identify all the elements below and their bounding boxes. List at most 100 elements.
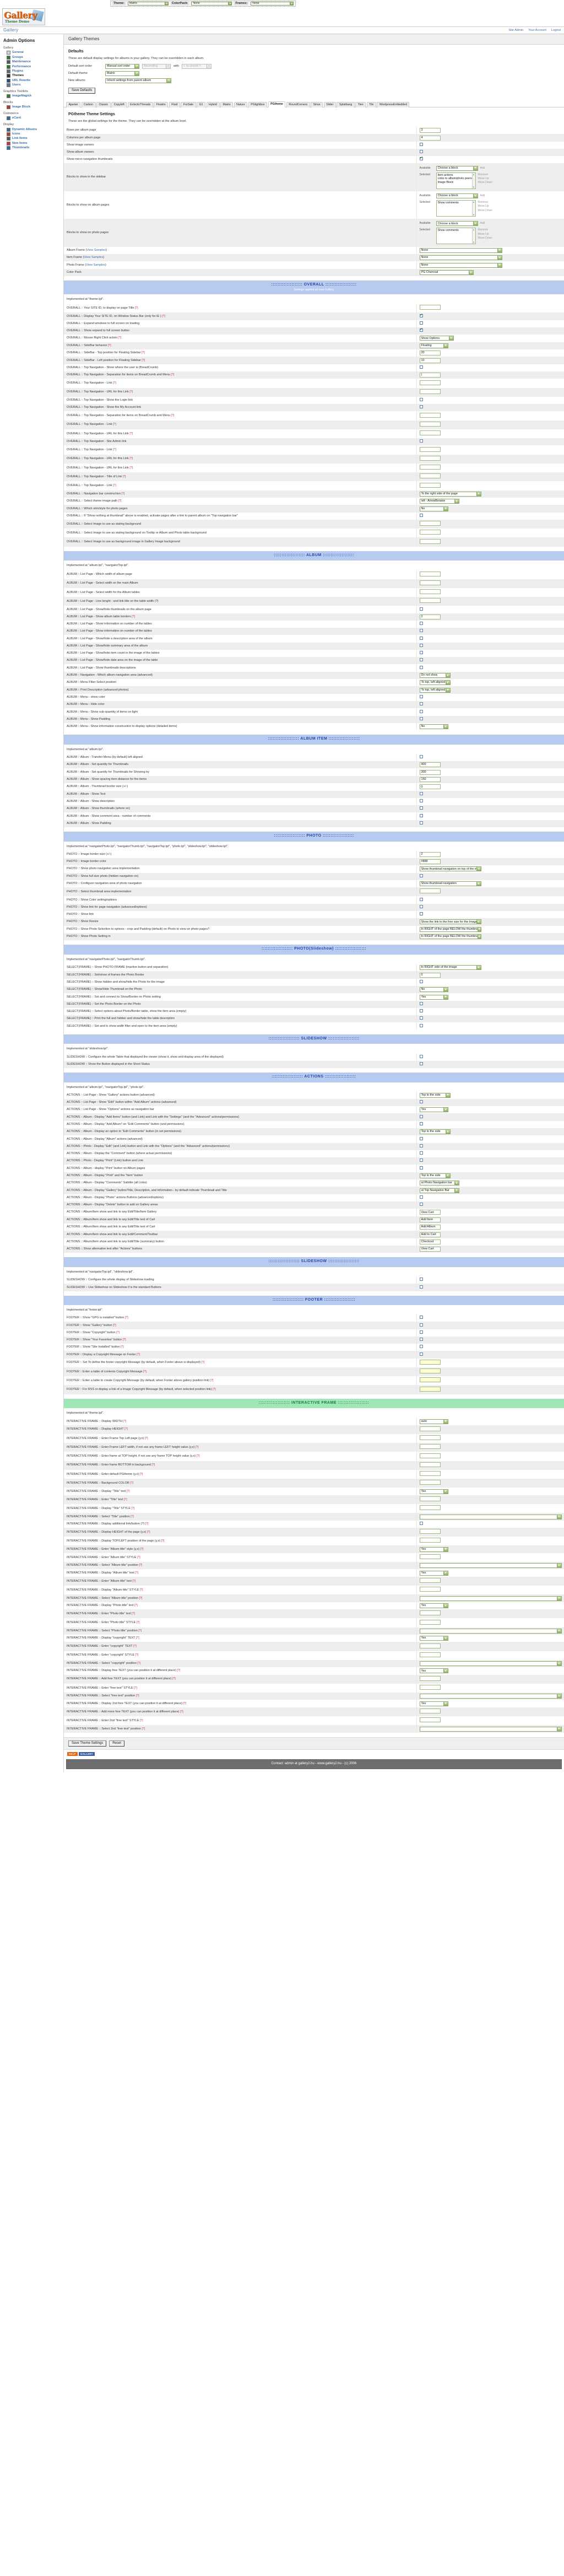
help-link[interactable]: [?] xyxy=(128,432,133,435)
setting-select[interactable]: Show thumbnail navigation ▼ xyxy=(419,881,481,887)
scroll-up-icon[interactable]: ▲ xyxy=(473,228,475,231)
view-samples-link[interactable]: View Samples xyxy=(86,263,105,267)
setting-text-input[interactable]: Add to Cart xyxy=(419,1232,441,1237)
tab-pglightbox[interactable]: PGlightbox xyxy=(248,101,268,108)
setting-checkbox[interactable] xyxy=(419,405,423,409)
setting-checkbox[interactable] xyxy=(419,1345,423,1349)
setting-text-input[interactable] xyxy=(419,446,441,452)
tab-g1[interactable]: G1 xyxy=(197,101,206,108)
help-link[interactable]: [?] xyxy=(212,1388,216,1392)
setting-text-input[interactable] xyxy=(419,1717,441,1723)
help-link[interactable]: [?] xyxy=(131,615,135,618)
setting-select[interactable]: Show Options ▼ xyxy=(419,336,454,341)
block-selected-listbox[interactable]: Show comments ▲ ▼ xyxy=(436,200,476,217)
block-remove-button[interactable]: Remove xyxy=(478,173,489,176)
setting-checkbox[interactable] xyxy=(419,1001,423,1005)
setting-text-input[interactable] xyxy=(419,421,441,427)
block-moveup-button[interactable]: Move Up xyxy=(478,232,489,236)
help-link[interactable]: [?] xyxy=(171,1677,176,1681)
setting-checkbox[interactable] xyxy=(419,709,423,713)
setting-text-input[interactable]: Add Item xyxy=(419,1217,441,1222)
help-link[interactable]: [?] xyxy=(123,1497,127,1501)
setting-text-input[interactable] xyxy=(419,1505,441,1511)
switcher-frames-select[interactable]: None ▼ xyxy=(251,2,294,6)
setting-select[interactable]: In RIGHT of the page BELOW the thumbnail… xyxy=(419,926,481,932)
scroll-down-icon[interactable]: ▼ xyxy=(473,213,475,217)
tab-sirius[interactable]: Sirius xyxy=(311,101,323,108)
setting-checkbox[interactable] xyxy=(419,1521,423,1525)
sort-preset-select[interactable]: < no preset > ▼ xyxy=(181,63,212,69)
tab-nature[interactable]: Nature xyxy=(234,101,248,108)
setting-checkbox[interactable] xyxy=(419,1016,423,1020)
setting-checkbox[interactable] xyxy=(419,1054,423,1058)
setting-checkbox[interactable] xyxy=(419,912,423,916)
block-list-item[interactable]: Show comments xyxy=(437,229,459,233)
block-movedown-button[interactable]: Move Down xyxy=(478,236,492,240)
help-link[interactable]: [?] xyxy=(135,1694,139,1698)
save-theme-settings-button[interactable]: Save Theme Settings xyxy=(68,1740,107,1747)
setting-text-input[interactable] xyxy=(419,1480,441,1485)
block-moveup-button[interactable]: Move Up xyxy=(478,176,489,180)
tab-slider[interactable]: Slider xyxy=(323,101,336,108)
gallery-logo[interactable]: Gallery Theme Demo xyxy=(2,8,45,25)
setting-select[interactable]: To top, left aligned ▼ xyxy=(419,680,451,686)
setting-select[interactable]: Yes ▼ xyxy=(419,1570,448,1576)
setting-select[interactable]: ▼ xyxy=(419,1726,562,1732)
help-link[interactable]: [?] xyxy=(135,1352,140,1356)
setting-text-input[interactable]: Checkout xyxy=(419,1239,441,1244)
help-link[interactable]: [?] xyxy=(139,1718,143,1722)
setting-checkbox[interactable] xyxy=(419,1136,423,1140)
setting-checkbox[interactable] xyxy=(419,791,423,795)
setting-text-input[interactable] xyxy=(419,1709,441,1714)
help-link[interactable]: [?] xyxy=(170,414,175,418)
listbox-scrollbar[interactable]: ▲ ▼ xyxy=(471,173,475,188)
setting-checkbox[interactable] xyxy=(419,813,423,817)
help-link[interactable]: [?] xyxy=(134,306,138,310)
switcher-colorpack-select[interactable]: None ▼ xyxy=(191,2,232,6)
setting-text-input[interactable] xyxy=(419,482,441,488)
sidebar-item-groups[interactable]: Groups xyxy=(3,55,62,60)
tab-splatbang[interactable]: Splatbang xyxy=(337,101,355,108)
setting-select[interactable]: To top, left aligned ▼ xyxy=(419,687,451,693)
setting-select[interactable]: None ▼ xyxy=(419,255,502,261)
setting-checkbox[interactable] xyxy=(419,398,423,402)
help-badge[interactable]: HELP xyxy=(67,1752,78,1756)
setting-checkbox[interactable] xyxy=(419,1195,423,1199)
setting-text-input[interactable] xyxy=(419,1426,441,1431)
setting-select[interactable]: at Top Navigation Bar ▼ xyxy=(419,1188,459,1193)
help-link[interactable]: [?] xyxy=(134,1653,139,1657)
sidebar-item-image-block[interactable]: Image Block xyxy=(3,105,62,110)
sidebar-item-link-items[interactable]: Link Items xyxy=(3,137,62,141)
help-link[interactable]: [?] xyxy=(144,1522,149,1526)
setting-select[interactable]: No ▼ xyxy=(419,506,448,511)
setting-checkbox[interactable] xyxy=(419,1278,423,1281)
sidebar-item-general[interactable]: General xyxy=(3,51,62,55)
listbox-scrollbar[interactable]: ▲ ▼ xyxy=(471,201,475,217)
help-link[interactable]: [?] xyxy=(160,1539,165,1543)
scroll-down-icon[interactable]: ▼ xyxy=(473,185,475,188)
block-movedown-button[interactable]: Move Down xyxy=(478,181,492,185)
setting-select[interactable]: In RIGHT of the page BELOW the thumbnail… xyxy=(419,934,481,940)
setting-text-input[interactable] xyxy=(419,1578,441,1583)
setting-checkbox[interactable] xyxy=(419,1100,423,1104)
setting-select[interactable]: Yes ▼ xyxy=(419,1603,448,1608)
help-link[interactable]: [?] xyxy=(138,1564,143,1567)
setting-checkbox[interactable] xyxy=(419,821,423,824)
help-link[interactable]: [?] xyxy=(135,1621,140,1625)
setting-checkbox[interactable] xyxy=(419,365,423,369)
help-link[interactable]: [?] xyxy=(123,1427,128,1431)
block-selected-listbox[interactable]: Item actions Links to album/photo peers Im… xyxy=(436,172,476,189)
help-link[interactable]: [?] xyxy=(138,1596,143,1600)
help-link[interactable]: [?] xyxy=(196,1454,200,1458)
setting-checkbox[interactable] xyxy=(419,874,423,877)
help-link[interactable]: [?] xyxy=(112,381,116,385)
default-sort-order-select[interactable]: Manual sort order ▼ xyxy=(105,63,139,69)
setting-select[interactable]: Show thumbnail navigation on top of the … xyxy=(419,866,481,872)
setting-text-input[interactable] xyxy=(419,530,441,535)
help-link[interactable]: [?] xyxy=(128,390,133,394)
tab-matrix[interactable]: Matrix xyxy=(220,101,234,108)
setting-select[interactable]: ▼ xyxy=(419,1514,562,1519)
setting-text-input[interactable]: View Cart xyxy=(419,1247,441,1252)
help-link[interactable]: [?] xyxy=(135,1636,139,1640)
block-available-select[interactable]: Choose a block ▼ xyxy=(436,221,478,227)
